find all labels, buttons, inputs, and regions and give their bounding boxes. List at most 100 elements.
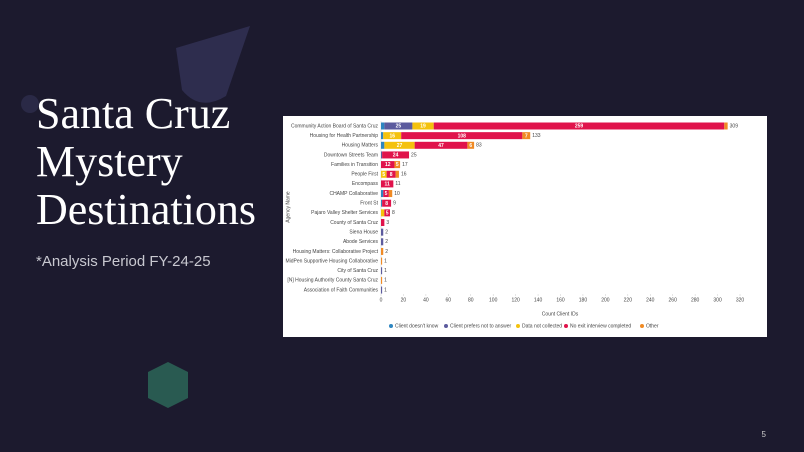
bar-segment <box>381 247 384 255</box>
legend-swatch <box>516 324 520 328</box>
y-tick-label: Community Action Board of Santa Cruz <box>291 123 378 129</box>
total-label: 309 <box>730 123 739 129</box>
title-line: Destinations <box>36 185 256 234</box>
x-tick-label: 120 <box>511 297 520 303</box>
bar-segment <box>381 170 387 178</box>
y-tick-label: MidPen Supportive Housing Collaborative <box>285 258 378 264</box>
bar-segment <box>381 190 384 198</box>
x-tick-label: 40 <box>423 297 429 303</box>
bar-segment <box>381 141 385 149</box>
bar-segment <box>395 170 399 178</box>
total-label: 1 <box>384 268 387 274</box>
bar-segment <box>381 267 383 275</box>
bar-segment <box>381 132 384 140</box>
title-line: Santa Cruz <box>36 89 230 138</box>
legend-swatch <box>444 324 448 328</box>
y-tick-label: Housing Matters <box>342 143 379 149</box>
bar-segment <box>381 151 383 159</box>
x-tick-label: 140 <box>534 297 543 303</box>
y-tick-label: County of Santa Cruz <box>330 220 378 226</box>
y-tick-label: City of Santa Cruz <box>337 268 378 274</box>
total-label: 3 <box>386 220 389 226</box>
bar-segment <box>381 219 385 226</box>
bar-segment <box>381 161 395 169</box>
total-label: 17 <box>402 162 408 168</box>
total-label: 1 <box>384 278 387 284</box>
bar-segment <box>394 161 401 169</box>
bar-segment <box>381 238 384 246</box>
x-tick-label: 320 <box>736 297 745 303</box>
dot-decoration <box>21 95 39 113</box>
total-label: 1 <box>384 258 387 264</box>
bar-segment <box>383 190 389 198</box>
y-tick-label: Encompass <box>352 181 379 187</box>
bar-segment <box>388 190 393 198</box>
y-tick-label: Front St <box>360 201 378 207</box>
segment-label: 27 <box>397 143 403 149</box>
bar-segment <box>384 209 390 217</box>
x-tick-label: 300 <box>713 297 722 303</box>
segment-label: 24 <box>393 153 399 159</box>
y-tick-label: Housing for Health Partnership <box>310 133 379 139</box>
segment-label: 5 <box>386 210 389 216</box>
total-label: 9 <box>393 201 396 207</box>
y-tick-label: CHAMP Collaborative <box>329 191 378 197</box>
bar-segment <box>522 132 531 140</box>
segment-label: 6 <box>469 143 472 149</box>
segment-label: 5 <box>396 162 399 168</box>
x-tick-label: 200 <box>601 297 610 303</box>
y-tick-label: Downtown Streets Team <box>324 152 378 158</box>
y-tick-label: Families in Transition <box>331 162 378 168</box>
segment-label: 25 <box>396 124 402 130</box>
page-number: 5 <box>762 430 767 439</box>
segment-label: 19 <box>420 124 426 130</box>
x-tick-label: 0 <box>380 297 383 303</box>
x-tick-label: 20 <box>401 297 407 303</box>
hexagon-decoration <box>148 362 188 408</box>
legend-swatch <box>389 324 393 328</box>
bar-segment <box>381 286 383 294</box>
segment-label: 5 <box>382 172 385 178</box>
y-tick-label: Housing Matters: Collaborative Project <box>293 249 379 255</box>
segment-label: 108 <box>458 133 467 139</box>
bar-segment <box>381 228 384 236</box>
legend-label: Other <box>646 323 659 329</box>
total-label: 2 <box>385 239 388 245</box>
bar-segment <box>381 122 385 130</box>
bar-segment <box>382 151 410 159</box>
segment-label: 12 <box>385 162 391 168</box>
total-label: 1 <box>384 287 387 293</box>
y-axis-title: Agency Name <box>285 191 291 223</box>
bar-segment <box>381 180 394 188</box>
x-tick-label: 180 <box>579 297 588 303</box>
bar-segment <box>384 141 415 149</box>
x-tick-label: 220 <box>624 297 633 303</box>
legend-swatch <box>564 324 568 328</box>
segment-label: 7 <box>525 133 528 139</box>
segment-label: 8 <box>385 201 388 207</box>
y-tick-label: People First <box>351 172 378 178</box>
segment-label: 16 <box>389 133 395 139</box>
bar-segment <box>384 122 413 130</box>
y-tick-label: [N] Housing Authority County Santa Cruz <box>287 278 378 284</box>
total-label: 11 <box>395 181 400 187</box>
bar-segment <box>383 132 402 140</box>
segment-label: 8 <box>390 172 393 178</box>
x-tick-label: 280 <box>691 297 700 303</box>
bar-segment <box>381 199 383 207</box>
legend-label: Client prefers not to answer <box>450 323 511 329</box>
bar-segment <box>433 122 725 130</box>
bar-segment <box>467 141 475 149</box>
x-tick-label: 80 <box>468 297 474 303</box>
legend-label: No exit interview completed <box>570 323 631 329</box>
y-tick-label: Association of Faith Communities <box>304 287 379 293</box>
legend-label: Client doesn't know <box>395 323 439 329</box>
segment-label: 259 <box>575 124 584 130</box>
segment-label: 47 <box>438 143 444 149</box>
y-tick-label: Pajaro Valley Shelter Services <box>311 210 378 216</box>
title-line: Mystery <box>36 137 183 186</box>
bar-segment <box>414 141 468 149</box>
total-label: 25 <box>411 152 417 158</box>
x-tick-label: 100 <box>489 297 498 303</box>
